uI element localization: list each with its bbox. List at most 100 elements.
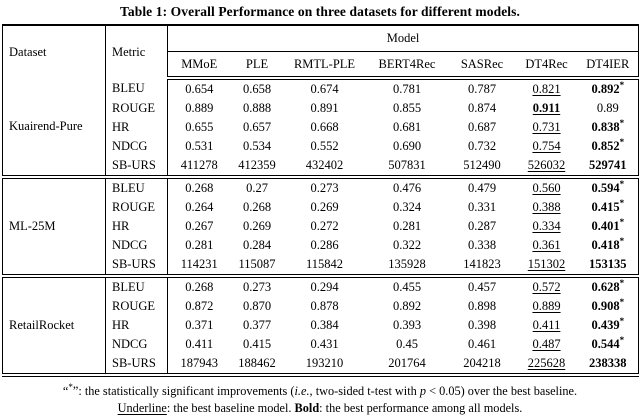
metric-value: 153135 [578,255,639,276]
footnote-line-1: “*”: the statistically significant impro… [2,383,638,400]
significance-star: * [620,316,625,326]
significance-star: * [620,217,625,227]
footnote-line-2: Underline: the best baseline model. Bold… [2,400,638,416]
significance-star: * [620,118,625,128]
metric-value: 0.272 [284,217,366,236]
metric-value: 114231 [168,255,231,276]
col-header-model: RMTL-PLE [284,52,366,79]
footnote-segment: , two-sided t-test with [310,384,420,398]
metric-value: 0.269 [231,217,284,236]
metric-value: 0.892* [578,78,639,99]
metric-value: 151302 [516,255,578,276]
metric-value: 0.384 [284,316,366,335]
metric-value: 0.418* [578,236,639,255]
metric-value: 193210 [284,354,366,375]
metric-value: 0.681 [366,118,449,137]
metric-value: 204218 [449,354,516,375]
metric-value: 135928 [366,255,449,276]
metric-value: 0.45 [366,335,449,354]
metric-value: 0.911 [516,99,578,118]
metric-value: 0.281 [168,236,231,255]
metric-value: 0.870 [231,297,284,316]
footnote-segment: Bold [295,401,320,415]
metric-value: 115842 [284,255,366,276]
metric-value: 0.286 [284,236,366,255]
metric-value: 0.411 [516,316,578,335]
metric-value: 432402 [284,156,366,177]
metric-value: 187943 [168,354,231,375]
dataset-label: Kuairend-Pure [3,78,106,177]
footnote-segment: : the best baseline model. [167,401,295,415]
metric-value: 0.388 [516,198,578,217]
metric-value: 0.338 [449,236,516,255]
metric-value: 0.269 [284,198,366,217]
metric-value: 0.411 [168,335,231,354]
metric-value: 188462 [231,354,284,375]
metric-value: 0.455 [366,276,449,297]
metric-value: 0.668 [284,118,366,137]
metric-value: 0.891 [284,99,366,118]
significance-star: * [620,198,625,208]
metric-label: SB-URS [106,354,168,375]
metric-value: 0.457 [449,276,516,297]
metric-value: 141823 [449,255,516,276]
metric-value: 0.888 [231,99,284,118]
metric-value: 0.674 [284,78,366,99]
metric-label: NDCG [106,137,168,156]
significance-star: * [620,137,625,147]
metric-value: 0.892 [366,297,449,316]
metric-value: 0.431 [284,335,366,354]
metric-value: 0.838* [578,118,639,137]
table-caption: Table 1: Overall Performance on three da… [2,4,638,20]
metric-value: 0.371 [168,316,231,335]
metric-value: 0.654 [168,78,231,99]
metric-label: ROUGE [106,99,168,118]
col-header-model: BERT4Rec [366,52,449,79]
metric-value: 0.267 [168,217,231,236]
dataset-label: RetailRocket [3,276,106,375]
metric-value: 0.268 [231,198,284,217]
metric-value: 0.461 [449,335,516,354]
metric-value: 0.264 [168,198,231,217]
metric-value: 0.898 [449,297,516,316]
significance-star: * [620,179,625,189]
group-header-row: Dataset Metric Model [3,25,639,52]
metric-value: 507831 [366,156,449,177]
metric-value: 0.281 [366,217,449,236]
metric-value: 0.657 [231,118,284,137]
metric-value: 0.268 [168,177,231,198]
metric-value: 0.544* [578,335,639,354]
col-header-model-group: Model [168,25,639,52]
col-header-model: MMoE [168,52,231,79]
metric-value: 115087 [231,255,284,276]
metric-label: SB-URS [106,156,168,177]
col-header-model: PLE [231,52,284,79]
metric-value: 512490 [449,156,516,177]
metric-value: 0.874 [449,99,516,118]
metric-label: ROUGE [106,198,168,217]
significance-star: * [620,80,625,90]
col-header-model: DT4IER [578,52,639,79]
metric-value: 0.361 [516,236,578,255]
footnote-segment: i.e. [295,384,310,398]
significance-star: * [620,297,625,307]
metric-value: 0.476 [366,177,449,198]
metric-label: BLEU [106,177,168,198]
footnote-segment: : the best performance among all models. [319,401,522,415]
metric-value: 0.27 [231,177,284,198]
col-header-model: DT4Rec [516,52,578,79]
metric-value: 0.560 [516,177,578,198]
metric-value: 0.393 [366,316,449,335]
metric-value: 0.754 [516,137,578,156]
metric-value: 0.889 [516,297,578,316]
metric-value: 0.731 [516,118,578,137]
metric-value: 0.268 [168,276,231,297]
metric-value: 412359 [231,156,284,177]
dataset-label: ML-25M [3,177,106,276]
col-header-model: SASRec [449,52,516,79]
metric-value: 0.655 [168,118,231,137]
